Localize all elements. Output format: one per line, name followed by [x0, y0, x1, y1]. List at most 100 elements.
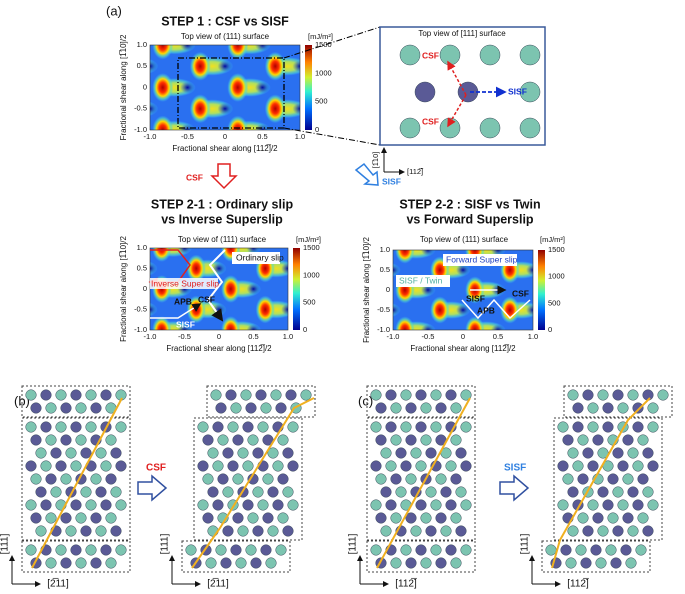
atom [232, 473, 244, 485]
crystals [21, 385, 673, 573]
heat-min [393, 264, 400, 276]
heat-peak [395, 316, 415, 330]
heat-peak [264, 94, 286, 124]
atom [577, 434, 589, 446]
path-arrow [461, 298, 531, 320]
heat-peak [189, 94, 211, 124]
atom [420, 557, 432, 569]
atom [207, 486, 219, 498]
atom [252, 447, 264, 459]
atom [25, 389, 37, 401]
atom [430, 421, 442, 433]
colorbar-tick: 1000 [315, 68, 332, 77]
atom [565, 557, 577, 569]
atom [572, 421, 584, 433]
atom [40, 460, 52, 472]
x-tick-label: 1.0 [283, 332, 293, 341]
atom [40, 499, 52, 511]
y-tick-label: -0.5 [377, 305, 390, 314]
y-tick-label: -1.0 [134, 125, 147, 134]
atom [435, 402, 447, 414]
atom [205, 557, 217, 569]
atom [282, 486, 294, 498]
atom [450, 402, 462, 414]
atom [455, 525, 467, 537]
heat-peak [255, 295, 275, 324]
heat-min [421, 284, 435, 296]
atom [235, 557, 247, 569]
atom [612, 447, 624, 459]
atom [455, 447, 467, 459]
atom [45, 557, 57, 569]
heat-min [292, 60, 300, 73]
atom [95, 525, 107, 537]
y-tick-label: -0.5 [134, 104, 147, 113]
heat-peak [152, 73, 174, 102]
atom [100, 544, 112, 556]
atom [625, 557, 637, 569]
colorbar-tick: 1000 [548, 272, 565, 281]
y-tick-label: -1.0 [134, 325, 147, 334]
heat-peak [465, 316, 485, 330]
atom [50, 447, 62, 459]
atom [70, 499, 82, 511]
atom [105, 557, 117, 569]
atom [275, 402, 287, 414]
atom [30, 473, 42, 485]
atom [95, 447, 107, 459]
atom [627, 525, 639, 537]
atom [105, 434, 117, 446]
heat-min [255, 45, 270, 51]
atom [45, 402, 57, 414]
atom [572, 402, 584, 414]
inset-label: CSF [422, 116, 439, 126]
atom [602, 421, 614, 433]
heat-peak [227, 73, 249, 102]
atom [519, 81, 541, 103]
zoom-line [283, 26, 381, 59]
atom [607, 512, 619, 524]
heat-peak [395, 250, 415, 264]
atom [232, 434, 244, 446]
atom [460, 421, 472, 433]
atom [25, 499, 37, 511]
heat-min [393, 304, 400, 316]
crystal-box [193, 417, 303, 541]
y-tick-label: 1.0 [137, 40, 147, 49]
atom [287, 460, 299, 472]
axis-label: [111] [0, 533, 11, 554]
zoom-line [283, 127, 381, 146]
atom [60, 557, 72, 569]
atom [100, 460, 112, 472]
x-tick-label: 0.5 [493, 332, 503, 341]
atom [100, 389, 112, 401]
atom [40, 421, 52, 433]
atom [400, 460, 412, 472]
axis-label: [112̅] [407, 167, 424, 176]
y-tick-label: 0 [143, 82, 147, 91]
atom [632, 421, 644, 433]
annotation: SISF [466, 293, 485, 303]
heatmap-frame [149, 44, 301, 131]
atom [270, 389, 282, 401]
atom [410, 447, 422, 459]
atom [245, 402, 257, 414]
atom [632, 499, 644, 511]
atom [45, 434, 57, 446]
heat-min [456, 304, 470, 316]
heat-min [292, 102, 300, 115]
atom [560, 544, 572, 556]
atom [370, 499, 382, 511]
atom [415, 460, 427, 472]
atom [435, 557, 447, 569]
atom [415, 499, 427, 511]
colorbar-tick: 1500 [315, 40, 332, 49]
atom [370, 421, 382, 433]
atom [25, 544, 37, 556]
atom [405, 402, 417, 414]
path-arrow [150, 303, 202, 319]
atom [55, 389, 67, 401]
atom [445, 499, 457, 511]
label-bg [232, 252, 280, 264]
subtitle: Top view of (111) surface [420, 235, 509, 244]
